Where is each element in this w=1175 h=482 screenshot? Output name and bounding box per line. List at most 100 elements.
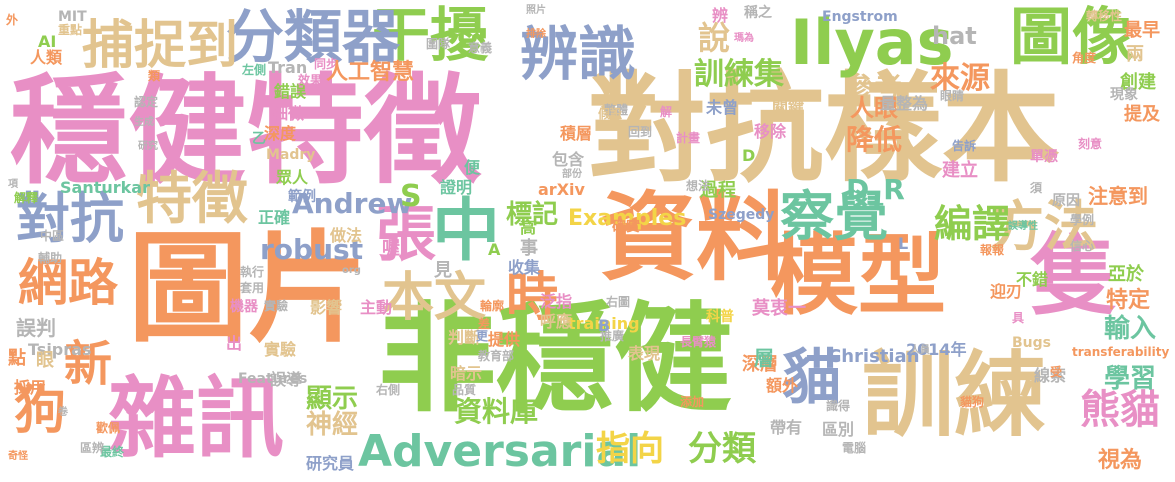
word-hat: hat (932, 22, 977, 50)
word-term-7: 隻 (1030, 224, 1119, 327)
word-term-173: 乙 (252, 131, 266, 147)
word-term-138: 項 (8, 179, 18, 190)
word-term-163: 回到 (628, 125, 653, 139)
word-term-13: 分類器 (226, 3, 401, 71)
word-ilyas: Ilyas (790, 6, 954, 79)
word-term-162: 添加 (680, 395, 705, 409)
word-term-110: 關鍵 (772, 98, 805, 117)
word-term-95: 暗示 (450, 364, 483, 383)
word-term-194: 科普 (706, 309, 734, 325)
word-term-87: 眾人 (276, 168, 309, 187)
word-term-169: 迎刃 (990, 282, 1023, 301)
word-term-139: 認定 (134, 95, 159, 109)
word-term-2: 圖片 (128, 220, 368, 359)
word-features: Features (238, 371, 308, 387)
word-term-71: 不錯 (1016, 270, 1049, 289)
word-term-104: 線索 (1034, 366, 1067, 385)
word-engstrom: Engstrom (822, 9, 898, 25)
word-term-73: 創建 (1120, 72, 1156, 93)
word-term-70: 亞於 (1108, 264, 1144, 285)
word-term-38: 來源 (930, 61, 990, 96)
word-term-15: 特徵 (136, 167, 248, 232)
word-term-84: 錯誤 (274, 82, 307, 101)
word-term-98: 提供 (488, 330, 521, 349)
word-term-164: 部份 (562, 169, 582, 180)
word-term-120: 稱之 (744, 5, 772, 21)
word-madry: Madry (266, 147, 316, 163)
word-term-188: 須 (1030, 181, 1043, 195)
word-term-143: 外 (6, 13, 19, 27)
word-term-123: 意義 (468, 41, 493, 55)
word-term-133: 實驗 (264, 299, 289, 313)
word-term-182: 瑪為 (734, 33, 754, 44)
word-term-42: 顯示 (306, 384, 359, 414)
word-szegedy: Szegedy (708, 207, 775, 223)
word-term-118: 轉移性 (1086, 9, 1123, 23)
word-term-108: 識得 (826, 399, 851, 413)
word-2014: 2014年 (906, 340, 967, 359)
word-term-90: 實驗 (264, 340, 297, 359)
word-term-158: 長臂猿 (680, 335, 717, 349)
word-term-11: 辨識 (520, 20, 637, 88)
word-term-136: 輔助 (38, 251, 63, 265)
word-l: L (898, 234, 909, 253)
word-term-26: 新 (64, 336, 113, 392)
word-term-12: 干擾 (372, 1, 489, 69)
word-term-89: 範例 (288, 189, 316, 205)
word-term-30: 編譯 (934, 202, 1011, 246)
word-term-18: 方法 (990, 195, 1098, 258)
word-term-35: 降低 (846, 123, 903, 156)
word-term-117: 現象 (1110, 87, 1138, 103)
word-term-77: 建立 (942, 160, 978, 181)
word-term-19: 中 (432, 192, 501, 271)
word-term-129: 點 (8, 348, 26, 369)
word-term-160: 信心 (1070, 239, 1095, 253)
word-term-132: 機器 (230, 299, 258, 315)
word-term-146: 同步 (314, 57, 339, 71)
word-term-131: 出 (226, 334, 243, 353)
word-term-186: 區辨 (80, 441, 105, 455)
word-term-44: 學習 (1104, 364, 1157, 394)
word-term-6: 訓練 (862, 342, 1047, 449)
word-term-135: 執行 (240, 265, 265, 279)
word-term-159: 告訴 (952, 139, 977, 153)
word-term-1: 穩健特徵 (10, 62, 483, 200)
word-term-41: 神經 (306, 410, 359, 440)
word-term-85: 細微 (272, 104, 305, 123)
word-robust: robust (260, 233, 364, 266)
word-term-183: 歡佩 (96, 421, 121, 435)
word-term-170: 受 (1050, 365, 1063, 379)
word-term-28: 指向 (596, 429, 664, 469)
word-term-171: 人員 (910, 345, 930, 356)
word-term-21: 狗 (14, 381, 67, 441)
word-b: B (598, 316, 611, 335)
word-term-52: 人類 (30, 48, 63, 67)
word-term-193: 電腦 (842, 441, 867, 455)
word-term-31: 熊貓 (1080, 387, 1160, 433)
word-term-5: 模型 (770, 224, 947, 327)
word-term-168: 貓狗 (960, 395, 985, 409)
word-term-113: 量整為 (880, 94, 929, 113)
word-term-86: 深度 (264, 124, 297, 143)
word-term-10: 圖像 (1010, 0, 1135, 73)
word-andrew: Andrew (292, 187, 413, 220)
word-term-190: 學例 (1070, 213, 1095, 227)
word-term-102: 推廣 (600, 329, 625, 343)
word-term-137: 解釋 (14, 191, 39, 205)
word-term-22: 貓 (782, 343, 842, 413)
word-term-124: 左側 (242, 63, 267, 77)
word-term-140: 研究 (138, 141, 158, 152)
word-term-36: 訓練集 (694, 57, 784, 92)
word-tran: Tran (268, 58, 308, 77)
word-term-75: 兩 (1126, 44, 1144, 65)
word-term-191: 刻意 (1078, 137, 1103, 151)
word-term-145: 解 (660, 105, 673, 119)
word-term-187: 卷 (58, 407, 68, 418)
word-term-17: 察覺 (780, 185, 888, 248)
word-term-101: 呼應 (540, 312, 573, 331)
word-term-107: 區別 (822, 420, 855, 439)
word-d-r: D_R (846, 173, 905, 206)
word-term-94: 誤導 (270, 370, 303, 389)
word-term-161: 報報 (980, 243, 1005, 257)
